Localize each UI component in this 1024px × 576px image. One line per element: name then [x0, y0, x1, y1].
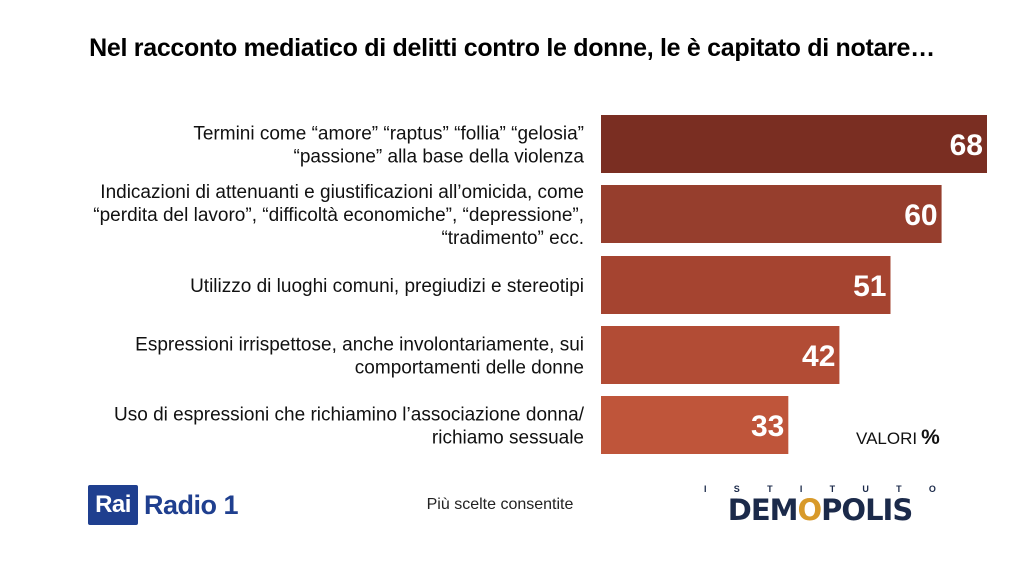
istituto-letter: U: [862, 484, 869, 494]
chart-title: Nel racconto mediatico di delitti contro…: [89, 34, 935, 62]
rai-radio1-logo: Rai Radio 1: [88, 485, 239, 525]
unit-text: VALORI: [856, 429, 918, 448]
istituto-letter: S: [733, 484, 740, 494]
bar-value-label: 60: [904, 199, 937, 232]
bar-value-label: 42: [802, 340, 835, 373]
bar-value-label: 33: [751, 410, 784, 443]
unit-percent: %: [921, 426, 940, 449]
bar-value-label: 68: [950, 129, 983, 162]
istituto-letter: T: [829, 484, 836, 494]
unit-label: VALORI%: [856, 426, 940, 450]
istituto-letter: T: [767, 484, 773, 494]
bar: [601, 396, 789, 454]
bar-chart: 68 Termini come “amore” “raptus” “follia”…: [93, 115, 987, 454]
demopolis-brand: DEMOPOLIS: [700, 493, 940, 527]
footnote: Più scelte consentite: [426, 496, 574, 513]
rai-logo-box: Rai: [88, 485, 138, 525]
demopolis-name-b: POLIS: [821, 493, 913, 527]
category-label: “passione” alla base della violenza: [294, 147, 585, 168]
bar: [601, 256, 891, 314]
category-label: comportamenti delle donne: [355, 358, 584, 379]
category-label: Utilizzo di luoghi comuni, pregiudizi e …: [190, 276, 584, 297]
category-label: Indicazioni di attenuanti e giustificazi…: [100, 182, 584, 203]
category-label: richiamo sessuale: [432, 428, 584, 449]
bar: [601, 326, 840, 384]
bar: [601, 185, 942, 243]
bar-value-label: 51: [853, 270, 886, 303]
category-label: “tradimento” ecc.: [441, 228, 584, 249]
demopolis-name-a: DEM: [727, 493, 799, 527]
istituto-letter: I: [704, 484, 707, 494]
category-label: Termini come “amore” “raptus” “follia” “…: [193, 124, 584, 145]
bar: [601, 115, 987, 173]
category-label: “perdita del lavoro”, “difficoltà econom…: [93, 205, 584, 226]
category-label: Espressioni irrispettose, anche involont…: [135, 335, 584, 356]
rai-logo-text: Radio 1: [144, 489, 239, 520]
istituto-letter: T: [896, 484, 902, 494]
category-label: Uso di espressioni che richiamino l’asso…: [114, 405, 585, 426]
istituto-letter: O: [928, 484, 936, 494]
istituto-letter: I: [799, 484, 803, 494]
demopolis-name-o: O: [797, 493, 823, 527]
